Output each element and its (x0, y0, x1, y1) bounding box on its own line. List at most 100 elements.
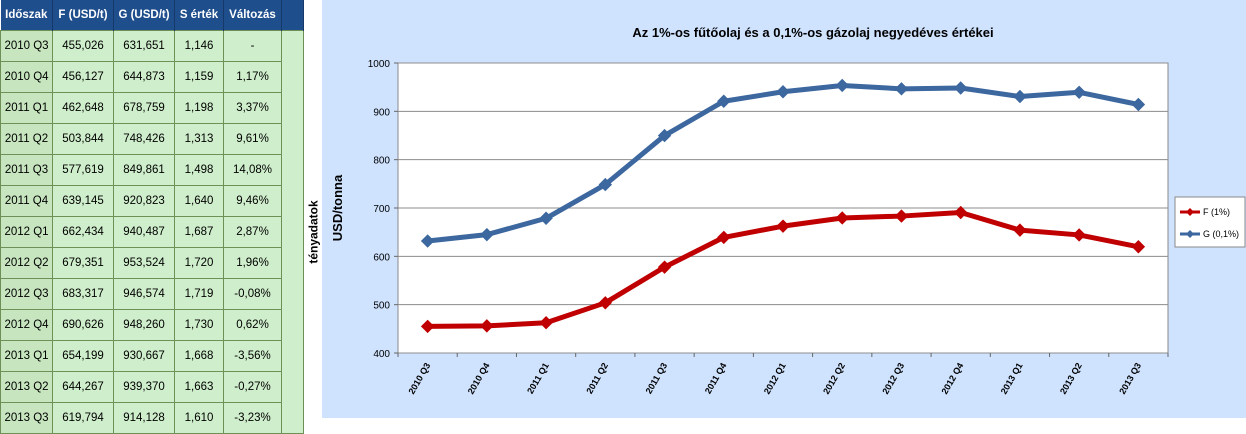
y-tick-label: 500 (373, 301, 390, 312)
line-chart: Az 1%-os fűtőolaj és a 0,1%-os gázolaj n… (330, 25, 1246, 396)
period-cell: 2011 Q4 (0, 185, 53, 217)
header-side (281, 0, 304, 31)
change-cell: 9,46% (223, 185, 282, 217)
side-label: tényadatok (306, 200, 321, 264)
table-row: 2010 Q3 455,026 631,651 1,146 - tényadat… (0, 30, 321, 434)
s-cell: 1,663 (174, 371, 224, 403)
g-cell: 644,873 (113, 61, 175, 93)
data-point (480, 227, 494, 242)
data-point (657, 260, 672, 274)
x-tick-label: 2010 Q3 (406, 361, 432, 396)
change-cell: 1,96% (223, 247, 282, 279)
table-header-row: Időszak F (USD/t) G (USD/t) S érték Vált… (0, 0, 304, 31)
s-cell: 1,146 (174, 30, 224, 62)
f-cell: 639,145 (52, 185, 114, 217)
change-cell: - (223, 30, 282, 62)
g-cell: 631,651 (113, 30, 175, 62)
s-cell: 1,720 (174, 247, 224, 279)
g-cell: 939,370 (113, 371, 175, 403)
f-cell: 456,127 (52, 61, 114, 93)
legend-label: F (1%) (1203, 207, 1230, 217)
period-cell: 2011 Q3 (0, 154, 53, 186)
table-row: 2012 Q2 679,351 953,524 1,720 1,96% (0, 247, 304, 279)
f-cell: 644,267 (52, 371, 114, 403)
table-row: 2011 Q3 577,619 849,861 1,498 14,08% (0, 154, 304, 186)
g-cell: 748,426 (113, 123, 175, 155)
x-tick-label: 2011 Q3 (644, 361, 670, 395)
values-table: Időszak F (USD/t) G (USD/t) S érték Vált… (0, 0, 321, 434)
chart-title: Az 1%-os fűtőolaj és a 0,1%-os gázolaj n… (632, 25, 993, 40)
s-cell: 1,668 (174, 340, 224, 372)
legend (1174, 196, 1246, 248)
chart-panel: Az 1%-os fűtőolaj és a 0,1%-os gázolaj n… (322, 0, 1246, 418)
data-point (717, 94, 731, 108)
g-cell: 930,667 (113, 340, 175, 372)
data-point (1013, 223, 1027, 237)
change-cell: -0,27% (223, 371, 282, 403)
y-tick-label: 900 (373, 107, 390, 118)
data-point (1131, 240, 1146, 254)
x-tick-label: 2012 Q1 (762, 361, 788, 396)
period-cell: 2012 Q2 (0, 247, 53, 279)
s-cell: 1,687 (174, 216, 224, 248)
s-cell: 1,640 (174, 185, 224, 217)
period-cell: 2012 Q4 (0, 309, 53, 341)
y-axis-label: USD/tonna (330, 174, 345, 241)
data-point (776, 219, 790, 233)
f-cell: 503,844 (52, 123, 114, 155)
header-change: Változás (223, 0, 282, 31)
data-point (894, 82, 909, 96)
change-cell: 9,61% (223, 123, 282, 155)
table-row: 2013 Q3 619,794 914,128 1,610 -3,23% (0, 402, 304, 434)
s-cell: 1,610 (174, 402, 224, 434)
data-point (835, 211, 849, 225)
x-tick-label: 2011 Q4 (703, 361, 729, 395)
data-point (835, 78, 849, 93)
x-tick-label: 2013 Q1 (999, 361, 1025, 396)
period-cell: 2013 Q1 (0, 340, 53, 372)
table-row: 2012 Q1 662,434 940,487 1,687 2,87% (0, 216, 304, 248)
change-cell: -3,56% (223, 340, 282, 372)
data-table: Időszak F (USD/t) G (USD/t) S érték Vált… (0, 0, 321, 434)
change-cell: 14,08% (223, 154, 282, 186)
change-cell: -3,23% (223, 402, 282, 434)
y-tick-label: 400 (373, 349, 390, 360)
header-g: G (USD/t) (113, 0, 175, 31)
change-cell: -0,08% (223, 278, 282, 310)
side-label-cell: tényadatok (281, 30, 321, 434)
data-point (539, 316, 553, 330)
legend-marker (1186, 208, 1194, 216)
s-cell: 1,730 (174, 309, 224, 341)
period-cell: 2010 Q4 (0, 61, 53, 93)
data-point (894, 209, 909, 223)
period-cell: 2011 Q1 (0, 92, 53, 124)
x-tick-label: 2010 Q4 (466, 361, 492, 396)
table-row: 2011 Q1 462,648 678,759 1,198 3,37% (0, 92, 304, 124)
period-cell: 2012 Q3 (0, 278, 53, 310)
period-cell: 2013 Q2 (0, 371, 53, 403)
x-tick-label: 2012 Q3 (880, 361, 906, 396)
table-row: 2010 Q4 456,127 644,873 1,159 1,17% (0, 61, 304, 93)
x-tick-label: 2012 Q4 (939, 361, 965, 396)
period-cell: 2010 Q3 (0, 30, 53, 62)
f-cell: 690,626 (52, 309, 114, 341)
data-point (1131, 97, 1146, 112)
f-cell: 662,434 (52, 216, 114, 248)
g-cell: 920,823 (113, 185, 175, 217)
change-cell: 0,62% (223, 309, 282, 341)
f-cell: 679,351 (52, 247, 114, 279)
table-row: 2011 Q2 503,844 748,426 1,313 9,61% (0, 123, 304, 155)
f-cell: 462,648 (52, 92, 114, 124)
data-point (657, 128, 672, 143)
legend-label: G (0,1%) (1203, 229, 1239, 239)
data-point (717, 230, 731, 245)
header-f: F (USD/t) (52, 0, 114, 31)
g-cell: 914,128 (113, 402, 175, 434)
data-point (480, 319, 494, 333)
y-tick-label: 600 (373, 252, 390, 263)
s-cell: 1,159 (174, 61, 224, 93)
f-cell: 577,619 (52, 154, 114, 186)
period-cell: 2013 Q3 (0, 402, 53, 434)
table-row: 2011 Q4 639,145 920,823 1,640 9,46% (0, 185, 304, 217)
change-cell: 3,37% (223, 92, 282, 124)
